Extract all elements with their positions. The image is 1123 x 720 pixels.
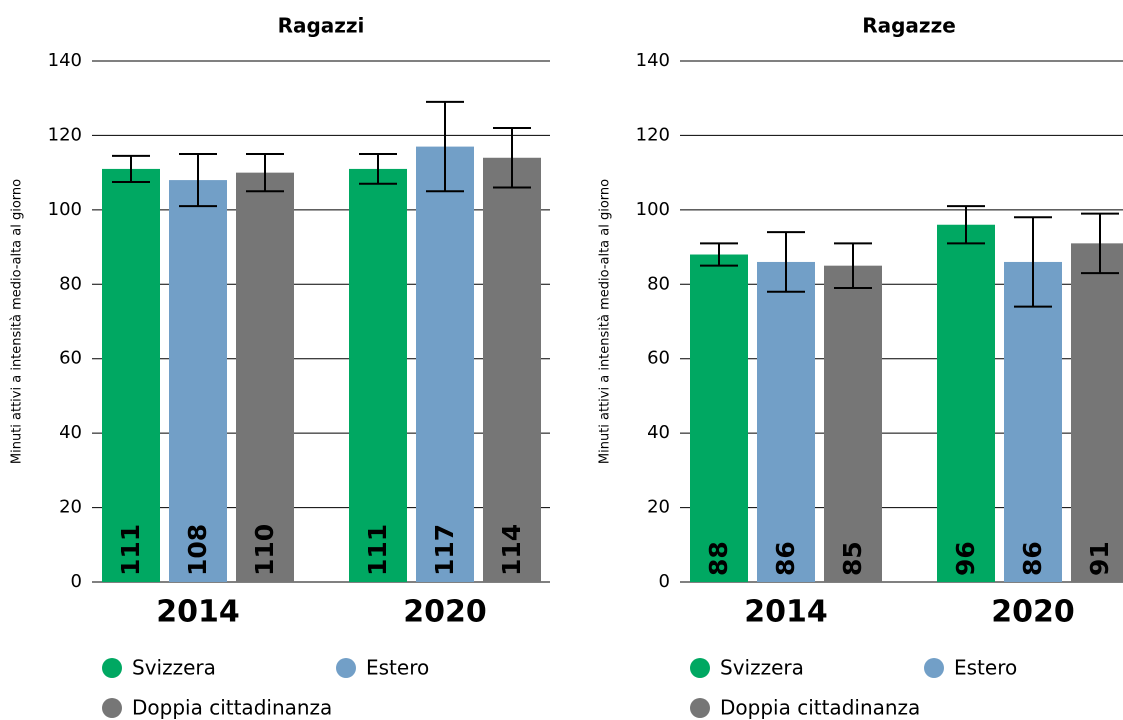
x-tick-label: 2020 — [403, 595, 487, 630]
legend-label: Svizzera — [720, 656, 804, 680]
x-tick-label: 2020 — [991, 595, 1075, 630]
x-tick-label: 2014 — [744, 595, 828, 630]
y-tick-label: 0 — [71, 571, 82, 592]
y-tick-label: 20 — [647, 497, 670, 518]
y-tick-label: 100 — [48, 199, 82, 220]
value-label: 86 — [1018, 541, 1047, 576]
legend-swatch — [102, 658, 122, 678]
error-bar — [700, 242, 738, 267]
legend-label: Doppia cittadinanza — [132, 696, 332, 720]
value-label: 91 — [1085, 541, 1114, 576]
y-tick-label: 20 — [59, 497, 82, 518]
value-label: 96 — [951, 541, 980, 576]
x-tick-label: 2014 — [156, 595, 240, 630]
error-bar — [947, 205, 985, 245]
bar — [757, 261, 815, 582]
y-tick-label: 140 — [636, 50, 670, 71]
legend-swatch — [690, 698, 710, 718]
bar — [1004, 261, 1062, 582]
chart-title: Ragazze — [862, 14, 956, 38]
legend-swatch — [336, 658, 356, 678]
error-bar — [1014, 216, 1052, 308]
error-bar — [493, 126, 531, 189]
legend-label: Estero — [366, 656, 429, 680]
error-bar — [246, 153, 284, 193]
legend-swatch — [924, 658, 944, 678]
y-tick-label: 100 — [636, 199, 670, 220]
y-tick-label: 60 — [59, 348, 82, 369]
y-tick-label: 120 — [636, 124, 670, 145]
legend-label: Svizzera — [132, 656, 216, 680]
legend-label: Doppia cittadinanza — [720, 696, 920, 720]
error-bar — [112, 154, 150, 183]
y-tick-label: 60 — [647, 348, 670, 369]
value-label: 114 — [497, 524, 526, 576]
bar — [102, 168, 160, 582]
bar — [236, 172, 294, 582]
legend-swatch — [690, 658, 710, 678]
value-label: 85 — [838, 541, 867, 576]
y-tick-label: 40 — [647, 422, 670, 443]
value-label: 111 — [363, 524, 392, 576]
y-tick-label: 140 — [48, 50, 82, 71]
bar — [937, 224, 995, 582]
y-tick-label: 80 — [647, 273, 670, 294]
value-label: 110 — [250, 524, 279, 576]
y-axis-label: Minuti attivi a intensità medio-alta al … — [10, 179, 25, 464]
value-label: 108 — [183, 524, 212, 576]
y-tick-label: 80 — [59, 273, 82, 294]
value-label: 117 — [430, 524, 459, 576]
y-axis-label: Minuti attivi a intensità medio-alta al … — [598, 179, 613, 464]
legend-label: Estero — [954, 656, 1017, 680]
value-label: 88 — [704, 541, 733, 576]
error-bar — [834, 242, 872, 290]
error-bar — [426, 100, 464, 193]
y-tick-label: 0 — [659, 571, 670, 592]
bar — [483, 157, 541, 582]
error-bar — [179, 153, 217, 208]
bar — [824, 265, 882, 582]
y-tick-label: 120 — [48, 124, 82, 145]
error-bar — [359, 153, 397, 185]
value-label: 111 — [116, 524, 145, 576]
legend-swatch — [102, 698, 122, 718]
error-bar — [1081, 212, 1119, 275]
bar — [690, 254, 748, 582]
bar — [1071, 243, 1123, 582]
y-tick-label: 40 — [59, 422, 82, 443]
chart-title: Ragazzi — [278, 14, 365, 38]
value-label: 86 — [771, 541, 800, 576]
error-bar — [767, 231, 805, 293]
bar — [169, 180, 227, 583]
bar — [416, 146, 474, 583]
bar — [349, 168, 407, 582]
